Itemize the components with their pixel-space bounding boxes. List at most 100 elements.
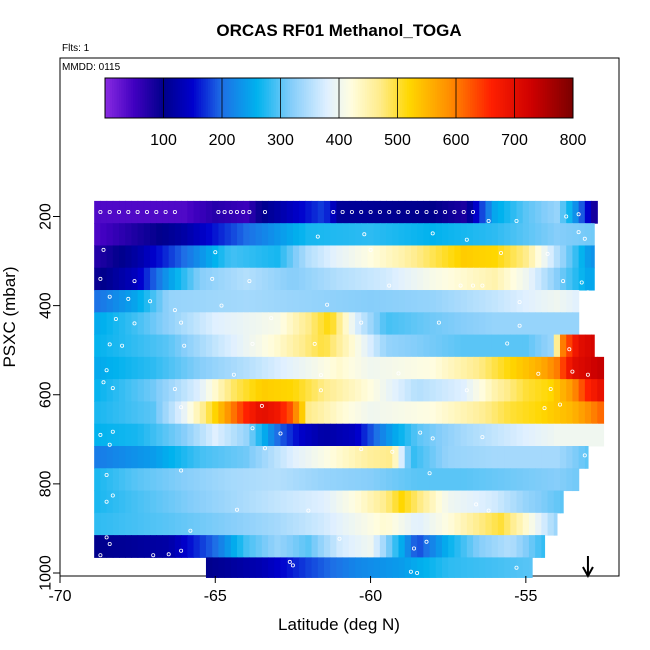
- heatmap-cell: [243, 446, 251, 469]
- colorbar-cell: [266, 78, 270, 118]
- heatmap-layer: [94, 356, 605, 380]
- heatmap-cell: [237, 512, 244, 536]
- heatmap-cell: [137, 446, 145, 469]
- heatmap-cell: [125, 490, 133, 514]
- sample-point: [262, 446, 267, 451]
- heatmap-cell: [547, 245, 555, 269]
- heatmap-cell: [417, 490, 424, 514]
- heatmap-cell: [386, 468, 393, 492]
- heatmap-cell: [342, 312, 350, 336]
- heatmap-cell: [410, 223, 418, 246]
- heatmap-cell: [547, 401, 555, 425]
- heatmap-cell: [336, 512, 344, 536]
- heatmap-cell: [261, 401, 269, 425]
- sample-point: [536, 371, 541, 376]
- heatmap-cell: [572, 267, 580, 291]
- colorbar-cell: [126, 78, 129, 118]
- heatmap-cell: [205, 312, 213, 336]
- colorbar-cell: [521, 78, 525, 118]
- heatmap-cell: [299, 446, 306, 469]
- heatmap-cell: [572, 468, 580, 492]
- colorbar-cell: [285, 78, 289, 118]
- heatmap-cell: [218, 267, 226, 291]
- colorbar-cell: [226, 78, 230, 118]
- y-tick-label: 600: [38, 381, 55, 408]
- heatmap-cell: [156, 535, 164, 558]
- heatmap-cell: [404, 245, 412, 269]
- heatmap-cell: [336, 200, 344, 224]
- heatmap-cell: [417, 401, 424, 425]
- heatmap-cell: [473, 290, 480, 313]
- heatmap-cell: [348, 401, 356, 425]
- heatmap-cell: [441, 446, 449, 469]
- heatmap-cell: [168, 446, 176, 469]
- sample-point: [514, 218, 519, 223]
- heatmap-cell: [510, 557, 518, 578]
- sample-point: [182, 343, 187, 348]
- heatmap-cell: [379, 535, 387, 558]
- heatmap-cell: [187, 290, 195, 313]
- heatmap-cell: [305, 423, 313, 447]
- heatmap-layer: [94, 334, 595, 358]
- heatmap-cell: [199, 490, 207, 514]
- heatmap-cell: [504, 379, 511, 402]
- heatmap-cell: [100, 245, 108, 269]
- heatmap-cell: [237, 267, 244, 291]
- colorbar-cell: [453, 78, 457, 118]
- sample-point: [396, 371, 401, 376]
- heatmap-cell: [454, 290, 462, 313]
- heatmap-cell: [361, 312, 369, 336]
- heatmap-cell: [466, 557, 474, 578]
- heatmap-cell: [392, 535, 400, 558]
- colorbar-cell: [369, 78, 373, 118]
- heatmap-cell: [311, 557, 319, 578]
- colorbar-cell: [214, 78, 218, 118]
- heatmap-cell: [367, 245, 375, 269]
- heatmap-cell: [522, 290, 530, 313]
- sample-point: [567, 347, 572, 352]
- heatmap-cell: [112, 223, 120, 246]
- heatmap-cell: [404, 356, 412, 380]
- heatmap-cell: [243, 267, 251, 291]
- heatmap-cell: [299, 490, 306, 514]
- heatmap-cell: [230, 245, 238, 269]
- sample-point: [514, 565, 519, 570]
- heatmap-cell: [404, 468, 412, 492]
- heatmap-cell: [584, 401, 592, 425]
- colorbar-cell: [259, 78, 263, 118]
- heatmap-cell: [423, 557, 431, 578]
- sample-point: [576, 230, 581, 235]
- heatmap-cell: [454, 334, 462, 358]
- heatmap-cell: [317, 356, 325, 380]
- heatmap-cell: [510, 423, 518, 447]
- heatmap-cell: [243, 423, 251, 447]
- heatmap-cell: [528, 446, 536, 469]
- heatmap-cell: [429, 200, 437, 224]
- heatmap-cell: [485, 557, 493, 578]
- heatmap-cell: [156, 245, 164, 269]
- heatmap-cell: [379, 245, 387, 269]
- heatmap-cell: [417, 290, 424, 313]
- heatmap-cell: [460, 267, 468, 291]
- heatmap-cell: [311, 490, 319, 514]
- heatmap-cell: [187, 223, 195, 246]
- heatmap-cell: [398, 446, 406, 469]
- heatmap-cell: [174, 290, 182, 313]
- heatmap-cell: [292, 512, 300, 536]
- heatmap-cell: [429, 535, 437, 558]
- heatmap-cell: [423, 490, 431, 514]
- heatmap-cell: [361, 356, 369, 380]
- heatmap-cell: [454, 267, 462, 291]
- heatmap-cell: [330, 267, 337, 291]
- heatmap-cell: [119, 468, 126, 492]
- heatmap-cell: [435, 334, 443, 358]
- colorbar-cell: [565, 78, 569, 118]
- sample-point: [480, 435, 485, 440]
- heatmap-cell: [292, 267, 300, 291]
- heatmap-cell: [423, 535, 431, 558]
- heatmap-cell: [224, 468, 232, 492]
- heatmap-cell: [218, 312, 226, 336]
- sample-point: [517, 300, 522, 305]
- heatmap-cell: [454, 356, 462, 380]
- heatmap-cell: [348, 379, 356, 402]
